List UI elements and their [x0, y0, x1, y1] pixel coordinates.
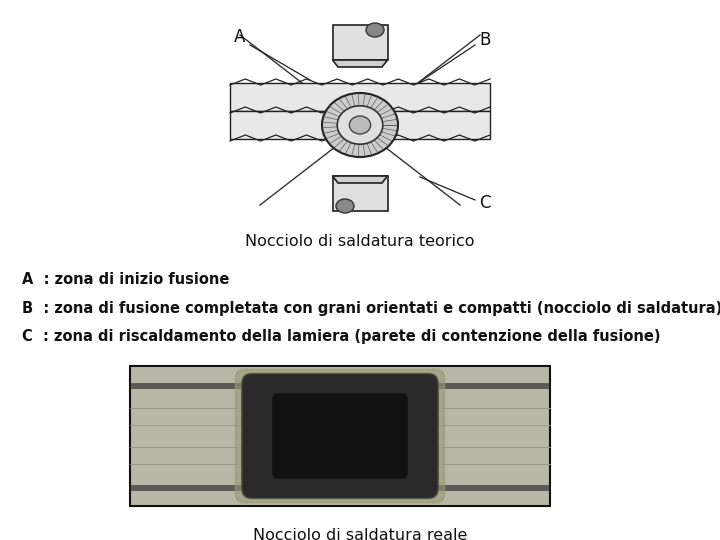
Text: B  : zona di fusione completata con grani orientati e compatti (nocciolo di sald: B : zona di fusione completata con grani…: [22, 300, 720, 315]
Ellipse shape: [366, 23, 384, 37]
Bar: [130, 366, 550, 506]
Text: Nocciolo di saldatura reale: Nocciolo di saldatura reale: [253, 529, 467, 540]
FancyBboxPatch shape: [272, 393, 408, 479]
Polygon shape: [333, 60, 387, 67]
Ellipse shape: [337, 106, 383, 144]
Ellipse shape: [349, 116, 371, 134]
Text: Nocciolo di saldatura teorico: Nocciolo di saldatura teorico: [246, 234, 474, 249]
Bar: [130, 485, 550, 491]
Text: A: A: [234, 28, 246, 46]
Polygon shape: [333, 176, 387, 183]
Text: C: C: [480, 194, 491, 212]
Bar: [130, 383, 550, 389]
Bar: [333, 25, 387, 60]
Bar: [230, 111, 490, 139]
Ellipse shape: [336, 199, 354, 213]
Text: C  : zona di riscaldamento della lamiera (parete di contenzione della fusione): C : zona di riscaldamento della lamiera …: [22, 328, 660, 343]
Text: A  : zona di inizio fusione: A : zona di inizio fusione: [22, 273, 230, 287]
Bar: [230, 83, 490, 111]
FancyBboxPatch shape: [236, 369, 444, 503]
Ellipse shape: [322, 93, 398, 157]
Bar: [333, 176, 387, 211]
FancyBboxPatch shape: [242, 374, 438, 498]
Text: B: B: [480, 31, 491, 49]
